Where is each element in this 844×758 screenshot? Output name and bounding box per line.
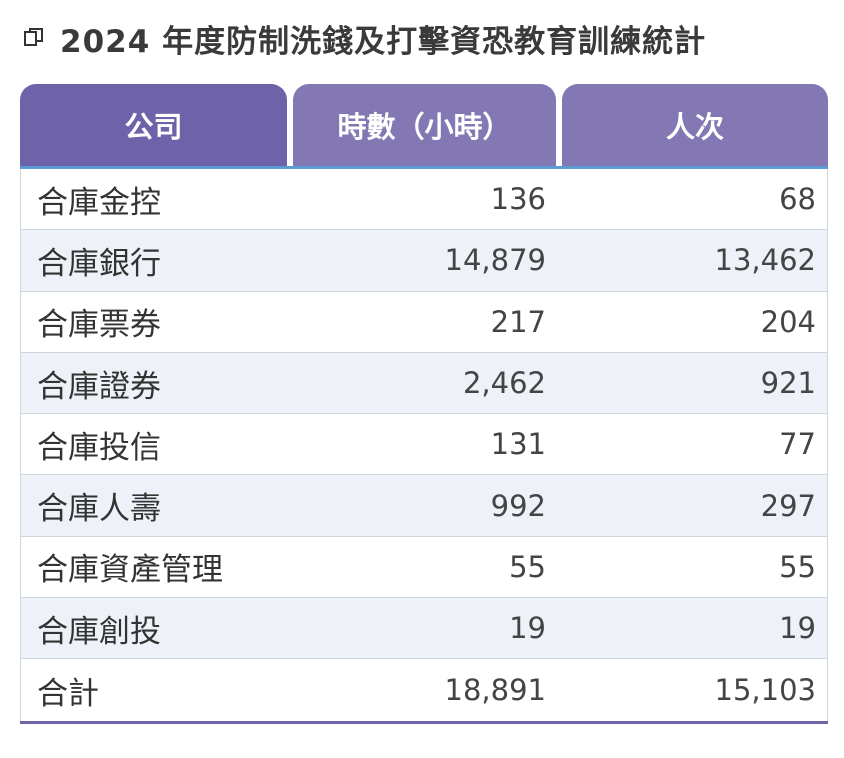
cell-hours: 14,879 <box>444 243 546 278</box>
copy-icon <box>22 26 46 50</box>
cell-company: 合庫證券 <box>37 368 161 405</box>
page-title: 2024 年度防制洗錢及打擊資恐教育訓練統計 <box>60 23 707 60</box>
cell-hours: 55 <box>509 549 546 584</box>
training-stats-table: 公司 時數（小時） 人次 合庫金控 136 68 合庫銀行 14,879 13,… <box>20 84 828 724</box>
cell-people: 55 <box>779 549 816 584</box>
cell-people: 77 <box>779 427 816 462</box>
cell-hours: 131 <box>490 427 546 462</box>
cell-company: 合庫票券 <box>37 307 161 344</box>
table-row: 合庫銀行 14,879 13,462 <box>21 230 827 292</box>
cell-people: 13,462 <box>714 243 816 278</box>
cell-hours: 992 <box>490 488 546 523</box>
page-title-bar: 2024 年度防制洗錢及打擊資恐教育訓練統計 <box>22 12 706 64</box>
cell-people: 204 <box>760 304 816 339</box>
table-row: 合庫證券 2,462 921 <box>21 352 827 415</box>
table-body: 合庫金控 136 68 合庫銀行 14,879 13,462 合庫票券 217 … <box>20 169 828 721</box>
cell-hours: 217 <box>490 304 546 339</box>
cell-company: 合計 <box>37 675 99 712</box>
cell-people: 921 <box>760 366 816 401</box>
table-row: 合庫金控 136 68 <box>21 169 827 231</box>
cell-company: 合庫資產管理 <box>37 552 223 589</box>
cell-people: 68 <box>779 182 816 217</box>
table-row: 合庫人壽 992 297 <box>21 475 827 537</box>
cell-company: 合庫創投 <box>37 613 161 650</box>
cell-company: 合庫銀行 <box>37 245 161 282</box>
cell-people: 19 <box>779 611 816 646</box>
column-header-people: 人次 <box>562 84 828 166</box>
table-header-row: 公司 時數（小時） 人次 <box>20 84 828 166</box>
column-header-hours: 時數（小時） <box>293 84 556 166</box>
table-bottom-border <box>20 720 828 724</box>
column-header-company: 公司 <box>20 84 287 166</box>
cell-hours: 136 <box>490 182 546 217</box>
table-row: 合庫投信 131 77 <box>21 414 827 476</box>
table-row: 合庫票券 217 204 <box>21 292 827 353</box>
table-row: 合庫資產管理 55 55 <box>21 537 827 599</box>
cell-hours: 2,462 <box>462 366 546 401</box>
cell-people: 15,103 <box>714 673 816 708</box>
table-row: 合庫創投 19 19 <box>21 598 827 660</box>
cell-company: 合庫人壽 <box>37 491 161 528</box>
cell-hours: 19 <box>509 611 546 646</box>
cell-people: 297 <box>760 488 816 523</box>
cell-company: 合庫投信 <box>37 429 161 466</box>
header-divider <box>20 166 828 169</box>
cell-company: 合庫金控 <box>37 184 161 221</box>
cell-hours: 18,891 <box>444 673 546 708</box>
table-row-total: 合計 18,891 15,103 <box>21 659 827 720</box>
